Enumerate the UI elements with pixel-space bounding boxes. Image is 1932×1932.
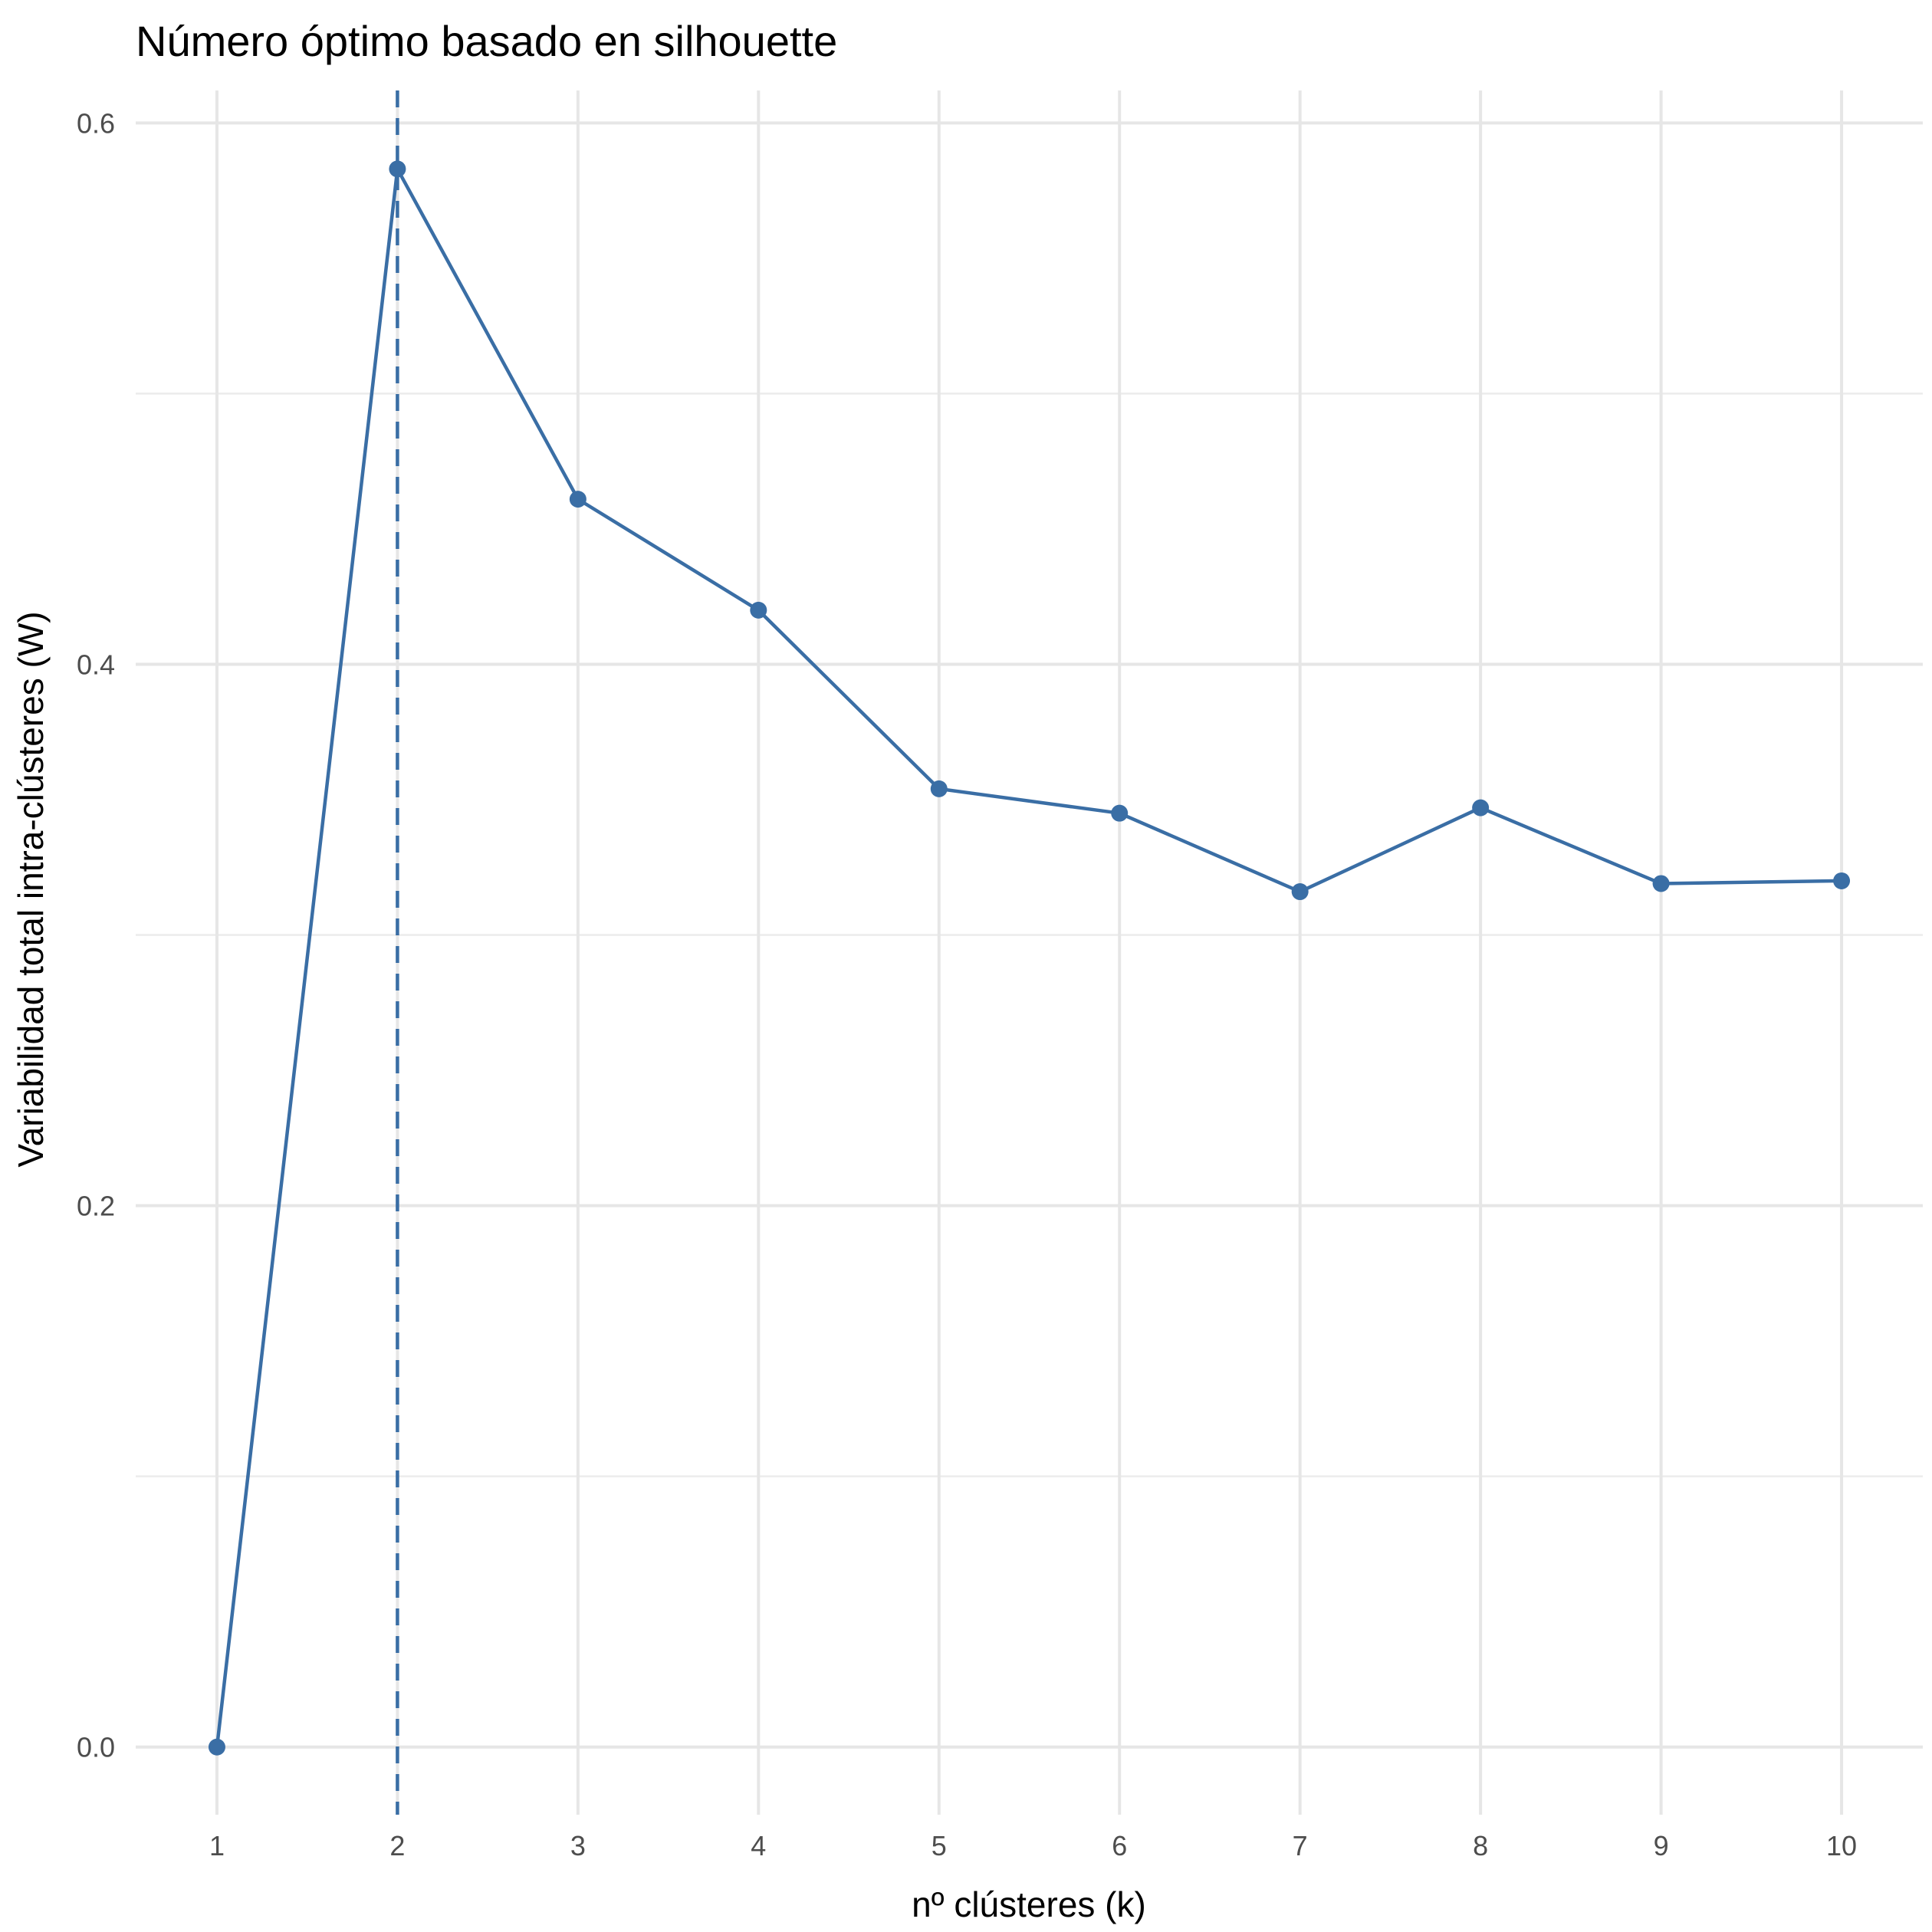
series-line — [215, 167, 1842, 1747]
data-point — [1652, 875, 1670, 892]
x-tick-label: 5 — [932, 1830, 947, 1861]
x-tick-label: 2 — [389, 1830, 405, 1861]
data-point — [389, 160, 406, 178]
grid — [136, 90, 1923, 1815]
x-tick-label: 7 — [1293, 1830, 1308, 1861]
x-tick-label: 9 — [1654, 1830, 1669, 1861]
chart-title: Número óptimo basado en silhouette — [136, 17, 837, 65]
data-point — [750, 601, 767, 619]
data-point — [1833, 872, 1851, 889]
y-axis-ticks: 0.0 0.2 0.4 0.6 — [77, 107, 115, 1763]
x-axis-title: nº clústeres (k) — [912, 1884, 1146, 1924]
data-point — [1472, 799, 1490, 816]
y-tick-label: 0.6 — [77, 107, 115, 139]
data-point — [569, 491, 586, 508]
data-point — [1111, 804, 1129, 822]
x-tick-label: 1 — [209, 1830, 225, 1861]
x-tick-label: 4 — [751, 1830, 766, 1861]
data-point — [208, 1738, 225, 1756]
x-tick-label: 8 — [1473, 1830, 1488, 1861]
x-axis-ticks: 1 2 3 4 5 6 7 8 9 10 — [209, 1830, 1857, 1861]
x-tick-label: 6 — [1112, 1830, 1127, 1861]
y-tick-label: 0.2 — [77, 1191, 115, 1222]
x-tick-label: 10 — [1826, 1830, 1857, 1861]
data-point — [930, 780, 948, 797]
data-point — [1291, 883, 1309, 901]
y-axis-title: Variabilidad total intra-clústeres (W) — [11, 611, 51, 1167]
y-tick-label: 0.0 — [77, 1732, 115, 1763]
x-tick-label: 3 — [570, 1830, 586, 1861]
series-layer — [208, 160, 1851, 1756]
y-tick-label: 0.4 — [77, 649, 115, 680]
